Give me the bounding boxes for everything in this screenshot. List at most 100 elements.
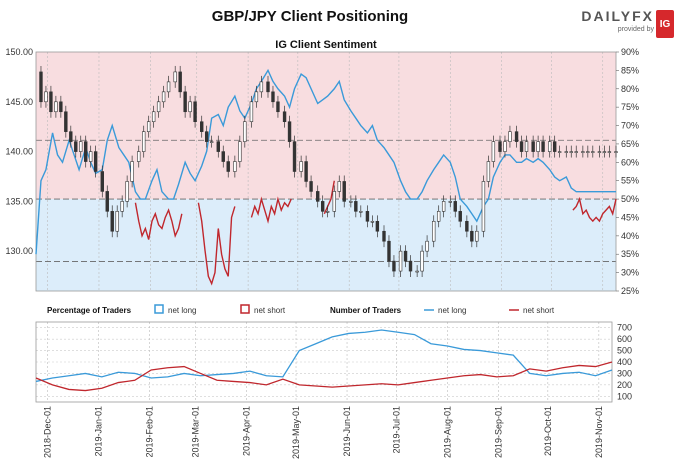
x-label-2: 2019-Feb-01 bbox=[145, 406, 155, 458]
price-candle-97 bbox=[557, 151, 562, 153]
price-candle-81 bbox=[470, 230, 474, 242]
price-candle-1 bbox=[39, 71, 43, 103]
chart-title: GBP/JPY Client Positioning bbox=[211, 8, 409, 25]
price-candle-60 bbox=[354, 201, 358, 212]
top-panel-frame bbox=[35, 51, 617, 292]
price-candle-19 bbox=[130, 161, 134, 182]
price-candle-89 bbox=[514, 131, 519, 142]
price-candle-34 bbox=[209, 141, 214, 143]
legend-num-long-label: net long bbox=[438, 306, 466, 315]
pct-tick-12: 85% bbox=[621, 65, 639, 75]
price-candle-31 bbox=[193, 101, 197, 123]
price-tick-0: 130.00 bbox=[5, 246, 33, 256]
pct-tick-1: 30% bbox=[621, 268, 639, 278]
price-candle-44 bbox=[266, 81, 270, 93]
price-candle-7 bbox=[69, 131, 73, 142]
price-candle-29 bbox=[183, 91, 187, 113]
price-candle-37 bbox=[226, 161, 230, 172]
price-candle-17 bbox=[120, 201, 124, 212]
price-candle-5 bbox=[59, 101, 63, 113]
price-candle-99 bbox=[569, 151, 573, 153]
price-candle-28 bbox=[178, 71, 182, 93]
legend-pct-long-swatch bbox=[154, 304, 164, 314]
net-short-pct-segment-2 bbox=[250, 196, 292, 224]
price-candle-58 bbox=[342, 181, 346, 202]
price-candle-53 bbox=[316, 191, 320, 202]
price-candle-59 bbox=[349, 201, 353, 203]
pct-tick-4: 45% bbox=[621, 212, 639, 222]
x-label-5: 2019-May-01 bbox=[291, 406, 301, 459]
x-label-10: 2019-Oct-01 bbox=[543, 406, 553, 456]
price-candle-45 bbox=[271, 91, 275, 103]
price-candle-96 bbox=[552, 141, 557, 152]
price-candle-102 bbox=[586, 151, 590, 153]
price-candle-9 bbox=[79, 141, 83, 152]
price-candle-23 bbox=[151, 111, 156, 123]
price-tick-3: 145.00 bbox=[5, 97, 33, 107]
price-candle-75 bbox=[436, 211, 441, 222]
price-candle-33 bbox=[204, 131, 209, 142]
long-zone-band bbox=[36, 199, 616, 291]
legend-pct-short-label: net short bbox=[254, 306, 286, 315]
price-candle-106 bbox=[607, 151, 612, 153]
price-candle-46 bbox=[276, 101, 280, 113]
price-candle-3 bbox=[49, 91, 53, 113]
price-candle-95 bbox=[548, 141, 552, 152]
price-candle-39 bbox=[238, 141, 242, 162]
net-long-count-line bbox=[35, 329, 613, 383]
net-short-pct-segment-1 bbox=[197, 202, 236, 286]
price-candle-16 bbox=[115, 211, 119, 232]
price-candle-11 bbox=[88, 151, 93, 162]
price-candle-56 bbox=[332, 191, 336, 212]
price-candle-91 bbox=[524, 141, 529, 152]
price-candle-49 bbox=[292, 141, 297, 172]
pct-tick-3: 40% bbox=[621, 231, 639, 241]
count-tick-1: 200 bbox=[617, 380, 632, 390]
price-candle-30 bbox=[188, 101, 192, 113]
price-candle-6 bbox=[64, 111, 68, 132]
pct-tick-6: 55% bbox=[621, 176, 639, 186]
count-tick-0: 100 bbox=[617, 391, 632, 401]
net-short-count-line bbox=[35, 361, 613, 392]
price-tick-2: 140.00 bbox=[5, 147, 33, 157]
price-candle-42 bbox=[254, 91, 259, 103]
price-candle-18 bbox=[125, 181, 129, 202]
count-tick-5: 600 bbox=[617, 334, 632, 344]
price-candle-21 bbox=[142, 131, 146, 152]
count-tick-4: 500 bbox=[617, 346, 632, 356]
price-candle-105 bbox=[602, 151, 607, 153]
count-tick-2: 300 bbox=[617, 368, 632, 378]
x-label-4: 2019-Apr-01 bbox=[242, 406, 252, 456]
x-label-3: 2019-Mar-01 bbox=[191, 406, 201, 458]
price-candle-69 bbox=[403, 250, 408, 262]
price-candle-94 bbox=[541, 141, 545, 152]
pct-tick-5: 50% bbox=[621, 194, 639, 204]
price-candle-41 bbox=[249, 101, 254, 123]
x-label-8: 2019-Aug-01 bbox=[442, 406, 452, 458]
price-candle-43 bbox=[259, 81, 264, 93]
price-candle-55 bbox=[325, 211, 330, 213]
pct-tick-13: 90% bbox=[621, 47, 639, 57]
price-candle-2 bbox=[44, 91, 48, 103]
price-tick-4: 150.00 bbox=[5, 47, 33, 57]
price-candle-79 bbox=[458, 211, 462, 222]
pct-tick-11: 80% bbox=[621, 84, 639, 94]
price-candle-35 bbox=[216, 141, 220, 152]
price-candle-13 bbox=[100, 171, 104, 192]
net-short-pct-segment-0 bbox=[134, 202, 183, 240]
price-candle-107 bbox=[614, 151, 618, 153]
legend-pct-long-label: net long bbox=[168, 306, 196, 315]
price-candle-36 bbox=[221, 151, 225, 162]
x-label-6: 2019-Jun-01 bbox=[342, 406, 352, 457]
price-candle-92 bbox=[531, 141, 535, 152]
pct-tick-8: 65% bbox=[621, 139, 639, 149]
price-candle-82 bbox=[475, 230, 479, 242]
price-candle-84 bbox=[486, 161, 491, 182]
price-candle-67 bbox=[392, 260, 396, 272]
price-candle-65 bbox=[382, 230, 386, 242]
price-candle-20 bbox=[137, 151, 141, 162]
price-candle-52 bbox=[309, 181, 313, 192]
price-candle-61 bbox=[359, 211, 363, 213]
price-candle-26 bbox=[166, 81, 171, 93]
